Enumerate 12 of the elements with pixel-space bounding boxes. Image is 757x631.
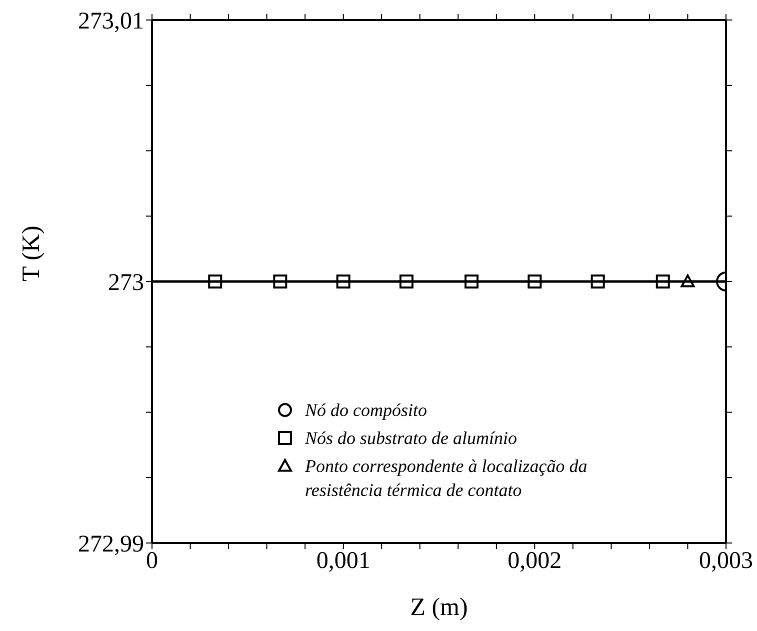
x-tick-label: 0,001 bbox=[316, 548, 370, 574]
legend-label: Ponto correspondente à localização da resistência térmica de contato bbox=[305, 455, 588, 502]
y-tick-label: 273,01 bbox=[78, 8, 144, 35]
y-tick-label: 272,99 bbox=[78, 532, 144, 558]
x-tick-label: 0,002 bbox=[508, 548, 562, 574]
legend-label: Nó do compósito bbox=[305, 399, 428, 422]
legend-label: Nós do substrato de alumínio bbox=[305, 427, 518, 450]
y-axis-title: T (K) bbox=[18, 226, 45, 282]
x-axis-title: Z (m) bbox=[410, 594, 468, 621]
y-tick-label: 273 bbox=[108, 270, 144, 296]
x-tick-label: 0,003 bbox=[699, 548, 753, 574]
x-tick-label: 0 bbox=[146, 548, 158, 574]
